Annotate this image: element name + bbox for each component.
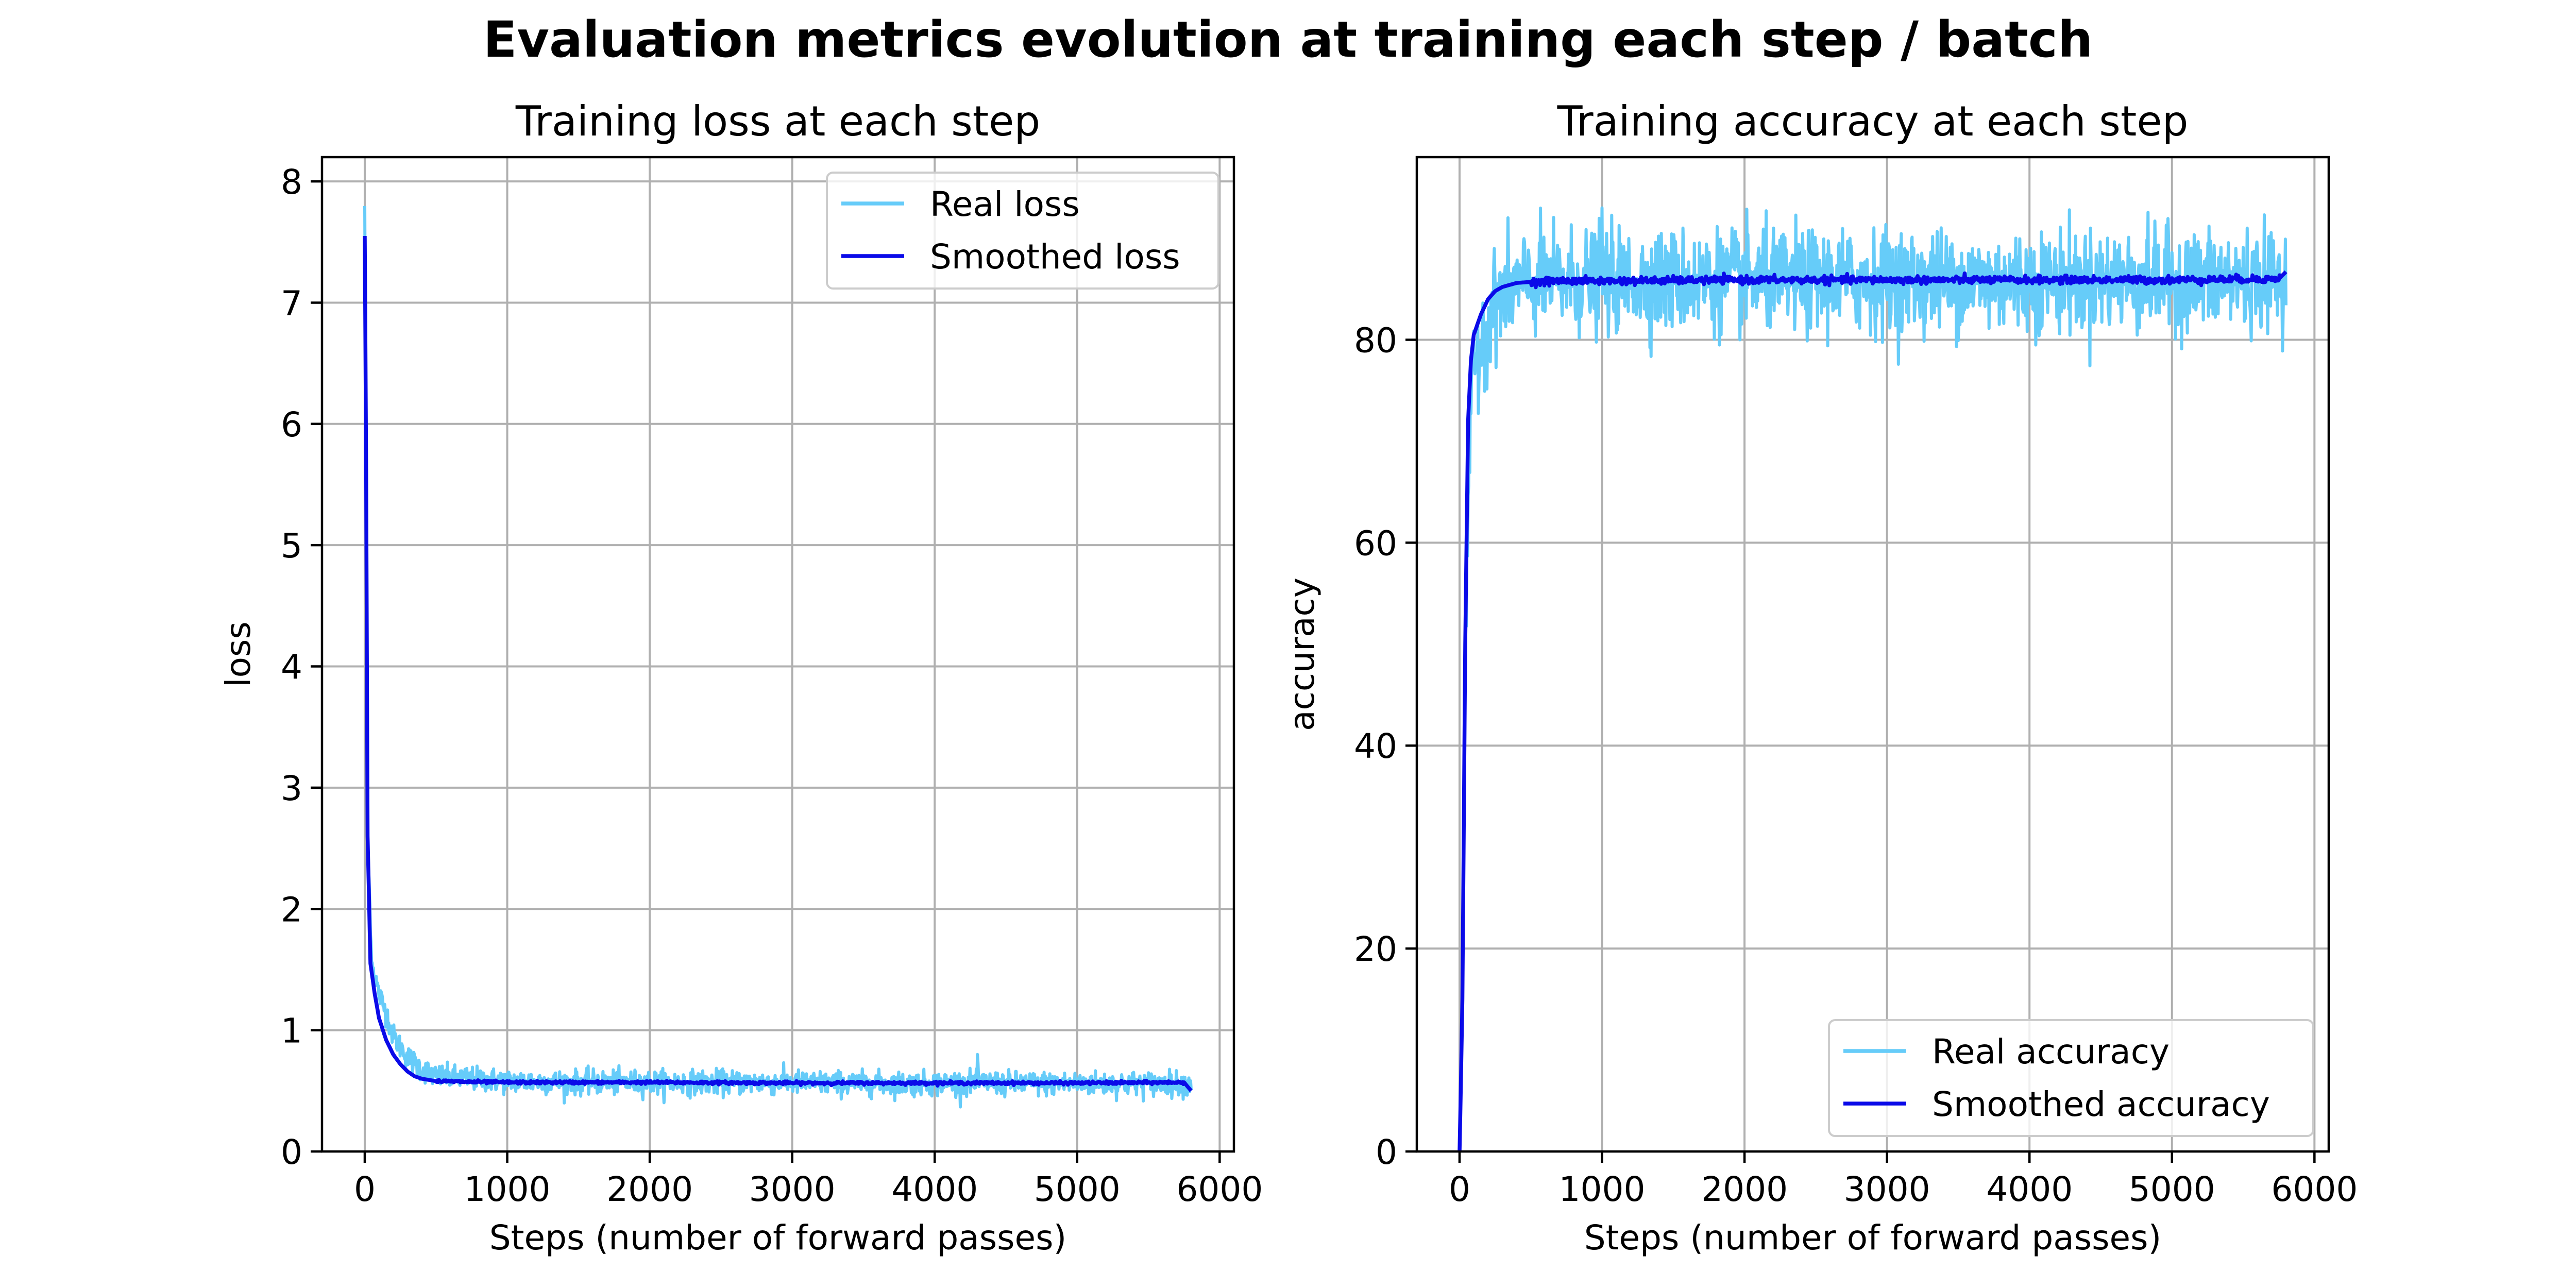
accuracy-chart-y-tick-label: 40 bbox=[1354, 726, 1397, 766]
accuracy-chart: Training accuracy at each step Steps (nu… bbox=[1282, 97, 2358, 1258]
loss-chart-y-tick-label: 6 bbox=[281, 405, 302, 445]
accuracy-chart-title: Training accuracy at each step bbox=[1557, 97, 2189, 145]
loss-chart-legend: Real loss Smoothed loss bbox=[826, 172, 1219, 290]
loss-chart-ylabel: loss bbox=[218, 621, 258, 687]
accuracy-chart-x-tick-label: 1000 bbox=[1559, 1170, 1646, 1209]
accuracy-chart-xlabel: Steps (number of forward passes) bbox=[1584, 1218, 2161, 1258]
accuracy-chart-ticks: 0 1000 2000 3000 4000 5000 6000 0 20 40 60 80 bbox=[1354, 320, 2358, 1209]
accuracy-chart-smoothed-line bbox=[1458, 270, 2287, 1152]
loss-chart-xlabel: Steps (number of forward passes) bbox=[489, 1218, 1066, 1258]
loss-chart: Training loss at each step Steps (number… bbox=[218, 97, 1263, 1258]
loss-chart-y-tick-label: 5 bbox=[281, 526, 302, 566]
accuracy-chart-y-tick-label: 0 bbox=[1376, 1132, 1397, 1172]
loss-chart-x-tick-label: 0 bbox=[354, 1170, 376, 1209]
accuracy-chart-ylabel: accuracy bbox=[1282, 578, 1322, 731]
loss-chart-x-tick-label: 6000 bbox=[1176, 1170, 1263, 1209]
accuracy-chart-y-tick-label: 80 bbox=[1354, 320, 1397, 360]
legend-label-smoothed-accuracy: Smoothed accuracy bbox=[1932, 1084, 2270, 1124]
accuracy-chart-y-tick-label: 60 bbox=[1354, 523, 1397, 563]
loss-chart-x-tick-label: 3000 bbox=[749, 1170, 836, 1209]
legend-label-real-accuracy: Real accuracy bbox=[1932, 1032, 2170, 1072]
accuracy-chart-frame bbox=[1415, 156, 2330, 1153]
loss-chart-frame bbox=[320, 156, 1235, 1153]
loss-chart-x-tick-label: 4000 bbox=[891, 1170, 978, 1209]
accuracy-chart-grid bbox=[1417, 157, 2329, 1153]
loss-chart-x-tick-label: 2000 bbox=[606, 1170, 693, 1209]
loss-chart-title: Training loss at each step bbox=[515, 97, 1040, 145]
loss-chart-y-tick-label: 0 bbox=[281, 1132, 302, 1172]
loss-chart-y-tick-label: 1 bbox=[281, 1011, 302, 1051]
accuracy-chart-x-tick-label: 5000 bbox=[2129, 1170, 2215, 1209]
loss-chart-smoothed-line bbox=[363, 235, 1193, 1092]
accuracy-chart-legend: Real accuracy Smoothed accuracy bbox=[1828, 1019, 2314, 1137]
loss-chart-x-tick-label: 5000 bbox=[1034, 1170, 1121, 1209]
loss-chart-y-tick-label: 3 bbox=[281, 769, 302, 808]
accuracy-chart-x-tick-label: 0 bbox=[1449, 1170, 1470, 1209]
figure-suptitle: Evaluation metrics evolution at training… bbox=[483, 11, 2093, 69]
loss-chart-y-tick-label: 8 bbox=[281, 162, 302, 202]
loss-chart-y-tick-label: 4 bbox=[281, 648, 302, 687]
accuracy-chart-y-tick-label: 20 bbox=[1354, 929, 1397, 969]
loss-chart-lines bbox=[363, 206, 1193, 1109]
accuracy-chart-x-tick-label: 3000 bbox=[1844, 1170, 1930, 1209]
accuracy-chart-x-tick-label: 2000 bbox=[1701, 1170, 1788, 1209]
accuracy-chart-x-tick-label: 6000 bbox=[2271, 1170, 2358, 1209]
accuracy-chart-x-tick-label: 4000 bbox=[1986, 1170, 2073, 1209]
accuracy-chart-legend-box bbox=[1828, 1019, 2314, 1137]
loss-chart-y-tick-label: 7 bbox=[281, 283, 302, 323]
loss-chart-legend-box bbox=[826, 172, 1219, 290]
accuracy-chart-lines bbox=[1458, 206, 2287, 1152]
loss-chart-y-tick-label: 2 bbox=[281, 890, 302, 929]
loss-chart-ticks: 0 1000 2000 3000 4000 5000 6000 0 1 2 3 4 5 6 7 8 bbox=[281, 162, 1263, 1209]
legend-label-smoothed-loss: Smoothed loss bbox=[930, 237, 1180, 277]
loss-chart-x-tick-label: 1000 bbox=[464, 1170, 551, 1209]
legend-label-real-loss: Real loss bbox=[930, 184, 1080, 224]
